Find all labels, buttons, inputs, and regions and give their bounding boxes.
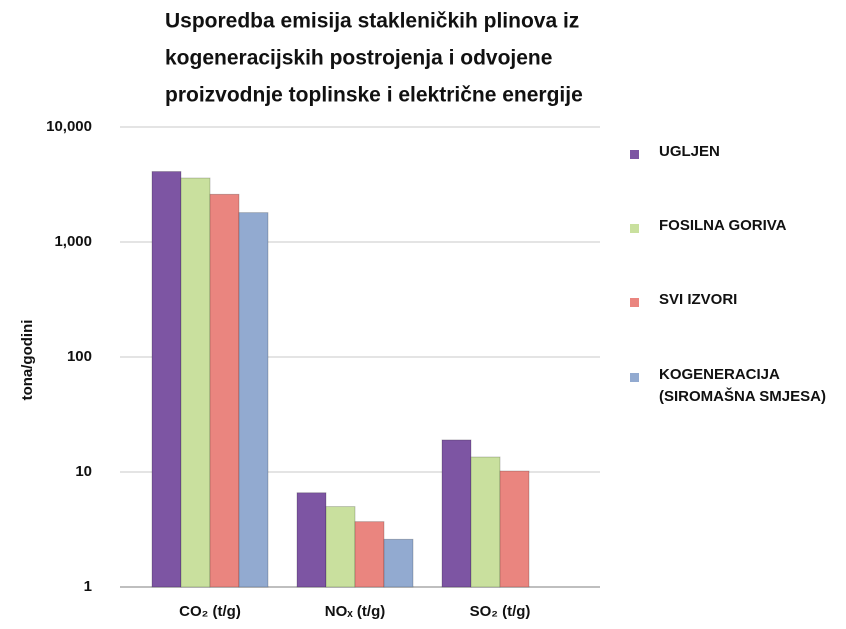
y-axis-label: tona/godini (19, 320, 36, 401)
legend-item: FOSILNA GORIVA (630, 217, 839, 237)
legend-item: UGLJEN (630, 143, 839, 163)
legend-swatch (630, 298, 639, 307)
bar (470, 456, 501, 588)
bar (209, 193, 240, 588)
bar (354, 521, 385, 588)
legend-swatch (630, 224, 639, 233)
bar (325, 506, 356, 588)
legend-item: SVI IZVORI (630, 291, 839, 311)
x-tick-label: SO₂ (t/g) (470, 603, 531, 620)
x-tick-label: NOₓ (t/g) (325, 603, 385, 620)
bar (441, 439, 472, 588)
legend-label: KOGENERACIJA (SIROMAŠNA SMJESA) (659, 366, 826, 405)
bar (296, 492, 327, 588)
y-tick-label: 10,000 (46, 118, 92, 135)
y-tick-label: 1 (84, 578, 92, 595)
bar (383, 538, 414, 588)
y-tick-label: 10 (75, 463, 92, 480)
bar (499, 470, 530, 588)
legend-label: SVI IZVORI (659, 291, 738, 308)
x-tick-label: CO₂ (t/g) (179, 603, 241, 620)
bar (238, 212, 269, 588)
chart-title: kogeneracijskih postrojenja i odvojene (165, 47, 552, 70)
legend-item: KOGENERACIJA (SIROMAŠNA SMJESA) (630, 366, 839, 408)
y-tick-label: 100 (67, 348, 92, 365)
legend-swatch (630, 373, 639, 382)
legend-swatch (630, 150, 639, 159)
y-tick-label: 1,000 (54, 233, 92, 250)
legend-label: UGLJEN (659, 143, 720, 160)
chart-title: proizvodnje toplinske i električne energ… (165, 84, 583, 107)
legend-label: FOSILNA GORIVA (659, 217, 787, 234)
bar (151, 171, 182, 588)
chart-title: Usporedba emisija stakleničkih plinova i… (165, 10, 579, 33)
bar (180, 177, 211, 588)
